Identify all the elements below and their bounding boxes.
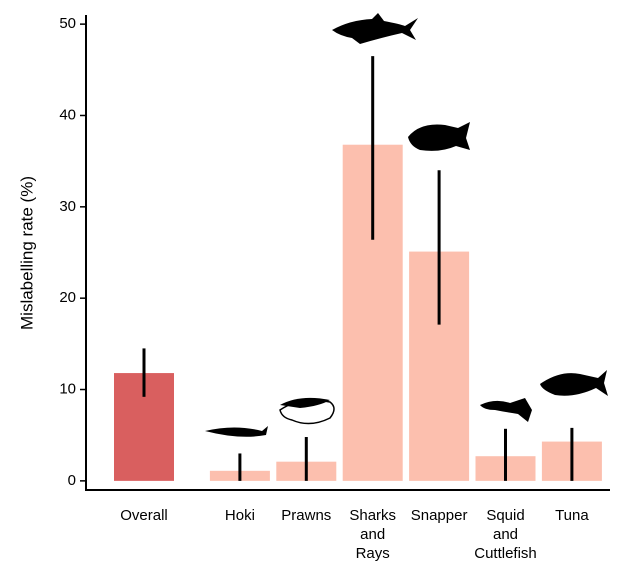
x-tick-label: Tuna	[555, 507, 589, 524]
x-tick-label: Snapper	[411, 507, 468, 524]
hoki-icon	[205, 426, 268, 437]
tuna-icon	[540, 370, 608, 396]
chart: Mislabelling rate (%) 0 10 20 30 40 50 Overall…	[0, 0, 621, 564]
prawn-head	[280, 398, 330, 408]
y-tick-label: 40	[59, 106, 76, 123]
y-tick-label: 0	[68, 472, 76, 489]
y-tick-label: 50	[59, 15, 76, 32]
y-tick-label: 20	[59, 289, 76, 306]
shark-icon	[332, 13, 418, 44]
snapper-icon	[408, 122, 470, 151]
x-tick-label: Hoki	[225, 507, 255, 524]
y-axis-label: Mislabelling rate (%)	[17, 176, 36, 330]
y-tick-label: 30	[59, 198, 76, 215]
squid-icon	[480, 398, 532, 422]
silhouettes	[205, 13, 608, 437]
y-tick-label: 10	[59, 380, 76, 397]
x-tick-label: Prawns	[281, 507, 331, 524]
x-tick-label: Overall	[120, 507, 168, 524]
